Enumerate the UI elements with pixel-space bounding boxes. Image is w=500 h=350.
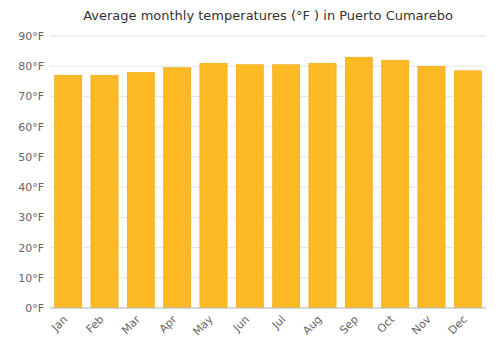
x-tick-label: Oct [375, 312, 398, 335]
x-tick-label: Nov [409, 313, 434, 338]
bar [55, 75, 82, 308]
x-tick-label: Jul [269, 313, 288, 332]
x-tick-label: Sep [337, 313, 361, 337]
x-tick-label: Feb [84, 313, 107, 336]
y-tick-label: 40°F [18, 181, 44, 194]
bar [309, 63, 336, 308]
bars [55, 57, 482, 308]
bar [91, 75, 118, 308]
x-tick-label: Apr [157, 313, 180, 336]
x-axis-line [50, 308, 486, 309]
chart-title: Average monthly temperatures (°F ) in Pu… [83, 8, 453, 23]
y-tick-label: 60°F [18, 121, 44, 134]
x-tick-label: Jun [230, 313, 252, 335]
x-tick-label: Aug [300, 313, 324, 337]
chart: Average monthly temperatures (°F ) in Pu… [0, 0, 500, 350]
x-tick-label: Mar [119, 313, 143, 337]
y-tick-label: 10°F [18, 272, 44, 285]
x-tick-label: Dec [446, 313, 470, 337]
grid-line [50, 36, 486, 37]
bar [454, 71, 481, 308]
y-tick-label: 90°F [18, 30, 44, 43]
x-tick-label: Jan [48, 313, 70, 335]
bar [382, 60, 409, 308]
bar [236, 65, 263, 308]
y-tick-label: 70°F [18, 90, 44, 103]
bar [127, 72, 154, 308]
bar [345, 57, 372, 308]
grid-line [50, 308, 486, 309]
y-tick-label: 80°F [18, 60, 44, 73]
y-tick-label: 30°F [18, 211, 44, 224]
bar [200, 63, 227, 308]
bar [273, 65, 300, 308]
bar [418, 66, 445, 308]
y-grid [50, 36, 486, 308]
x-tick-label: May [190, 313, 216, 339]
bar [164, 68, 191, 308]
y-tick-label: 0°F [25, 302, 44, 315]
y-tick-label: 50°F [18, 151, 44, 164]
y-tick-label: 20°F [18, 242, 44, 255]
